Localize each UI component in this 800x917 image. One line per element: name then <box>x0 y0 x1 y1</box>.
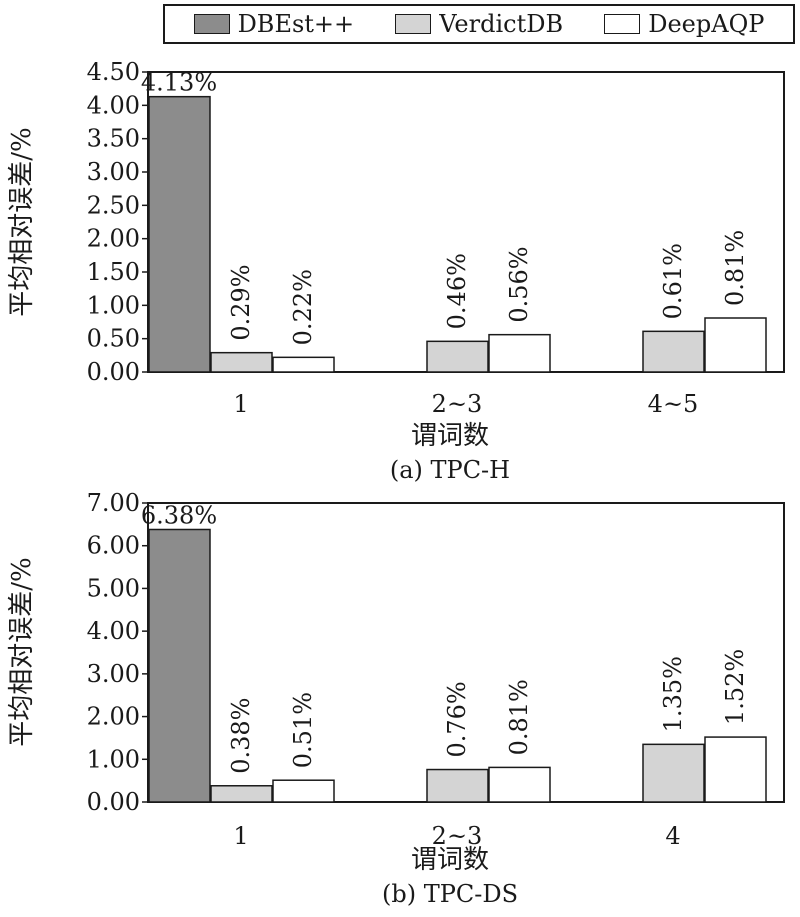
subfigure-caption-a: (a) TPC-H <box>390 456 510 484</box>
legend-label-deepaqp: DeepAQP <box>648 10 765 38</box>
value-label-a-1-0: 0.29% <box>227 264 255 340</box>
y-tick-label-b-7: 7.00 <box>87 489 140 517</box>
value-label-b-1-0: 0.38% <box>227 698 255 774</box>
legend-label-dbest: DBEst++ <box>237 10 355 38</box>
x-axis-label-b: 谓词数 <box>411 845 489 875</box>
x-tick-label-b-0: 1 <box>233 822 248 850</box>
subfigure-caption-b: (b) TPC-DS <box>382 880 518 908</box>
y-tick-label-b-1: 1.00 <box>87 745 140 773</box>
y-tick-label-b-5: 5.00 <box>87 574 140 602</box>
bar-a-verdictdb-0 <box>210 351 273 373</box>
legend-item-deepaqp: DeepAQP <box>604 10 764 38</box>
bar-b-deepaqp-1 <box>488 766 551 803</box>
bar-a-verdictdb-1 <box>426 340 489 373</box>
value-label-b-1-2: 1.35% <box>659 656 687 732</box>
value-label-a-0-0: 4.13% <box>141 69 217 97</box>
legend: DBEst++ VerdictDB DeepAQP <box>163 4 795 44</box>
y-axis-label-a: 平均相对误差/% <box>7 127 37 316</box>
legend-item-dbest: DBEst++ <box>193 10 355 38</box>
y-tick-label-a-3: 1.50 <box>87 258 140 286</box>
y-tick-label-a-9: 4.50 <box>87 58 140 86</box>
value-label-a-2-2: 0.81% <box>721 230 749 306</box>
value-label-a-1-1: 0.46% <box>443 253 471 329</box>
x-tick-label-b-1: 2~3 <box>432 822 483 850</box>
bar-b-deepaqp-0 <box>272 779 335 803</box>
value-label-b-2-0: 0.51% <box>289 692 317 768</box>
legend-item-verdictdb: VerdictDB <box>395 10 563 38</box>
bar-b-verdictdb-0 <box>210 785 273 803</box>
y-tick-label-a-7: 3.50 <box>87 125 140 153</box>
bar-b-verdictdb-2 <box>642 743 705 803</box>
value-label-a-2-1: 0.56% <box>505 246 533 322</box>
x-axis-label-a: 谓词数 <box>411 421 489 451</box>
y-tick-label-b-6: 6.00 <box>87 532 140 560</box>
bar-a-dbestpp-0 <box>148 95 211 373</box>
legend-swatch-deepaqp <box>604 14 641 34</box>
x-tick-label-a-2: 4~5 <box>648 390 699 418</box>
y-tick-label-b-0: 0.00 <box>87 788 140 816</box>
y-tick-label-b-2: 2.00 <box>87 703 140 731</box>
y-tick-label-a-5: 2.50 <box>87 191 140 219</box>
y-axis-label-b: 平均相对误差/% <box>7 557 37 746</box>
bar-a-deepaqp-1 <box>488 333 551 373</box>
bar-a-deepaqp-0 <box>272 356 335 373</box>
bar-b-dbestpp-0 <box>148 528 211 803</box>
y-tick-label-a-8: 4.00 <box>87 91 140 119</box>
value-label-b-0-0: 6.38% <box>141 501 217 529</box>
value-label-b-2-2: 1.52% <box>721 649 749 725</box>
y-tick-label-a-1: 0.50 <box>87 325 140 353</box>
value-label-b-2-1: 0.81% <box>505 679 533 755</box>
value-label-b-1-1: 0.76% <box>443 681 471 757</box>
legend-swatch-dbest <box>193 14 230 34</box>
bar-a-deepaqp-2 <box>704 317 767 373</box>
y-tick-label-b-3: 3.00 <box>87 660 140 688</box>
y-tick-label-a-4: 2.00 <box>87 225 140 253</box>
y-tick-label-a-6: 3.00 <box>87 158 140 186</box>
y-tick-label-a-0: 0.00 <box>87 358 140 386</box>
x-tick-label-a-0: 1 <box>233 390 248 418</box>
bar-b-verdictdb-1 <box>426 768 489 803</box>
bar-a-verdictdb-2 <box>642 330 705 373</box>
value-label-a-1-2: 0.61% <box>659 243 687 319</box>
x-tick-label-a-1: 2~3 <box>432 390 483 418</box>
y-tick-label-b-4: 4.00 <box>87 617 140 645</box>
legend-label-verdictdb: VerdictDB <box>439 10 564 38</box>
y-tick-label-a-2: 1.00 <box>87 291 140 319</box>
bar-b-deepaqp-2 <box>704 736 767 803</box>
legend-swatch-verdictdb <box>395 14 432 34</box>
x-tick-label-b-2: 4 <box>665 822 680 850</box>
value-label-a-2-0: 0.22% <box>289 269 317 345</box>
